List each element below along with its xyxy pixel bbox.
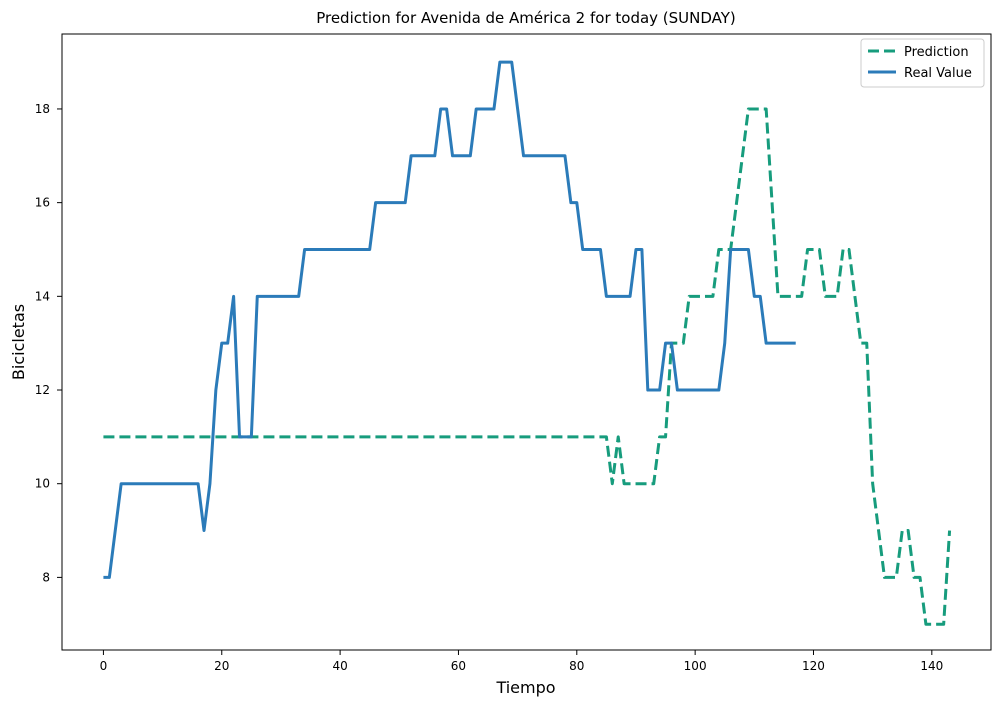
x-tick-label: 20 [214, 659, 229, 673]
y-tick-label: 8 [42, 570, 50, 584]
x-tick-label: 40 [332, 659, 347, 673]
y-axis-label: Bicicletas [9, 304, 28, 380]
x-tick-label: 140 [920, 659, 943, 673]
chart-title: Prediction for Avenida de América 2 for … [316, 9, 736, 27]
y-tick-label: 10 [35, 477, 50, 491]
x-axis-ticks: 0 20 40 60 80 100 120 140 [100, 650, 943, 673]
y-tick-label: 18 [35, 102, 50, 116]
series-line-prediction [103, 107, 952, 626]
plot-frame [61, 33, 992, 651]
x-axis-label: Tiempo [495, 678, 555, 697]
x-tick-label: 120 [802, 659, 825, 673]
legend: Prediction Real Value [860, 38, 985, 88]
legend-label-real-value: Real Value [904, 66, 972, 81]
y-tick-label: 16 [35, 196, 50, 210]
y-tick-label: 14 [35, 289, 50, 303]
series-line-real-value [103, 60, 796, 579]
y-tick-label: 12 [35, 383, 50, 397]
x-tick-label: 0 [100, 659, 108, 673]
x-tick-label: 60 [451, 659, 466, 673]
x-tick-label: 80 [569, 659, 584, 673]
y-axis-ticks: 8 10 12 14 16 18 [35, 102, 62, 584]
legend-label-prediction: Prediction [904, 45, 969, 60]
x-tick-label: 100 [684, 659, 707, 673]
series-layer [103, 60, 952, 626]
